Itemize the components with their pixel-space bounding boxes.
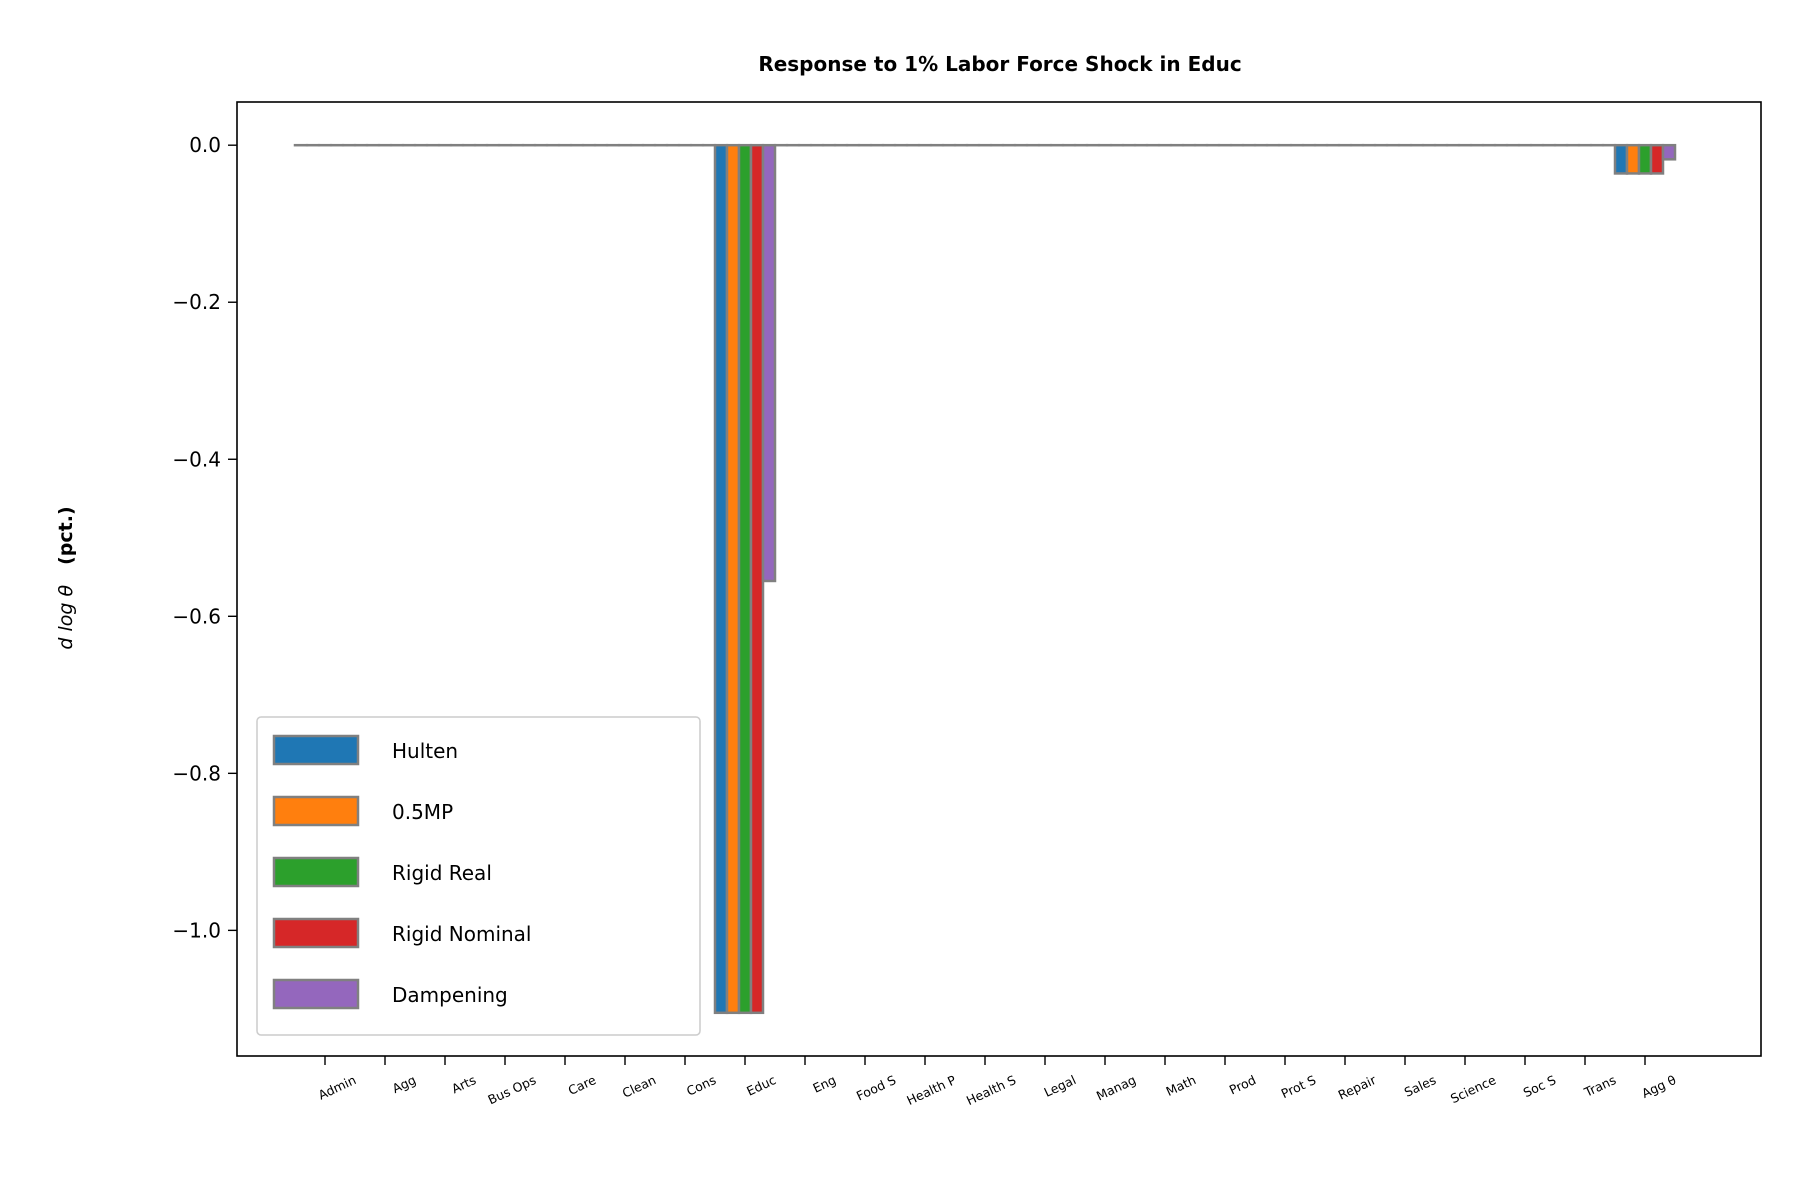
legend-swatch-rigid-nominal bbox=[272, 917, 360, 949]
bar-0-5mp-7 bbox=[725, 143, 741, 1015]
bar-dampening-22 bbox=[1661, 143, 1677, 161]
y-axis-label-unit: (pct.) bbox=[55, 506, 77, 565]
legend-swatch-0-5mp bbox=[272, 795, 360, 827]
plot-frame bbox=[236, 101, 1762, 1057]
legend-swatch-hulten bbox=[272, 734, 360, 766]
y-tick-label: −0.8 bbox=[172, 761, 221, 785]
legend-label: 0.5MP bbox=[392, 800, 453, 824]
legend-label: Dampening bbox=[392, 983, 508, 1007]
legend-label: Hulten bbox=[392, 739, 458, 763]
legend-label: Rigid Nominal bbox=[392, 922, 531, 946]
bar-hulten-7 bbox=[713, 143, 729, 1015]
y-tick-label: −0.2 bbox=[172, 290, 221, 314]
legend: Hulten 0.5MP Rigid Real Rigid Nominal Dampen… bbox=[256, 716, 701, 1036]
bar-rigid-nominal-7 bbox=[749, 143, 765, 1015]
legend-box bbox=[256, 716, 701, 1036]
y-tick-label: −0.6 bbox=[172, 604, 221, 628]
bar-hulten-22 bbox=[1613, 143, 1629, 175]
svg-text:d log θ (pct.): d log θ (pct.) bbox=[55, 506, 77, 649]
y-axis-label-math: d log θ bbox=[55, 585, 77, 650]
legend-swatch-rigid-real bbox=[272, 856, 360, 888]
y-axis: 0.0 −0.2 −0.4 −0.6 −0.8 −1.0 bbox=[172, 133, 237, 942]
y-tick-label: −1.0 bbox=[172, 918, 221, 942]
bar-dampening-7 bbox=[761, 143, 777, 583]
chart-title: Response to 1% Labor Force Shock in Educ bbox=[758, 52, 1241, 76]
bar-rigid-real-22 bbox=[1637, 143, 1653, 175]
y-tick-label: 0.0 bbox=[189, 133, 221, 157]
y-axis-label: d log θ (pct.) bbox=[55, 506, 77, 649]
y-tick-label: −0.4 bbox=[172, 447, 221, 471]
legend-swatch-dampening bbox=[272, 978, 360, 1010]
plot-area bbox=[293, 143, 1677, 1015]
bar-rigid-real-7 bbox=[737, 143, 753, 1015]
bar-0-5mp-22 bbox=[1625, 143, 1641, 175]
bar-rigid-nominal-22 bbox=[1649, 143, 1665, 175]
legend-label: Rigid Real bbox=[392, 861, 492, 885]
